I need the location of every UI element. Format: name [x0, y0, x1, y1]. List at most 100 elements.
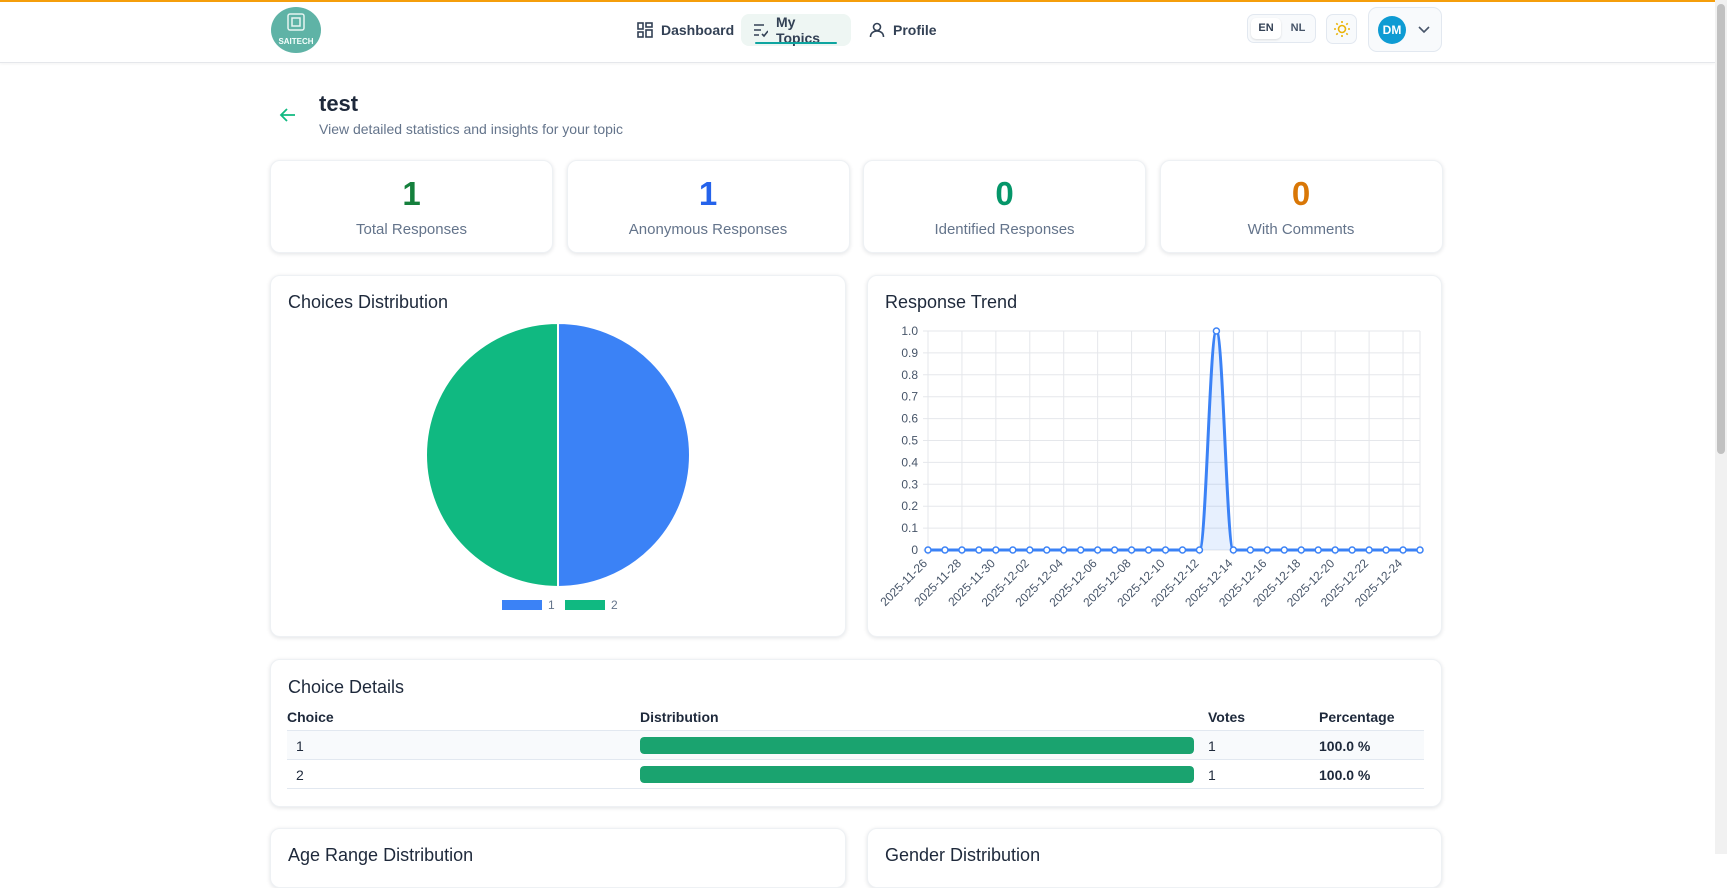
icon — [869, 22, 885, 38]
data-point — [1229, 546, 1238, 554]
data-point — [958, 546, 966, 554]
user-menu[interactable]: DM — [1368, 7, 1442, 52]
nav-link[interactable]: Profile — [857, 14, 949, 46]
data-point — [1110, 546, 1119, 554]
stat-card: 1 Total Responses — [270, 160, 553, 253]
scrollbar — [1715, 0, 1727, 854]
y-tick-label: 0.3 — [901, 477, 918, 491]
cell-votes: 1 — [1208, 738, 1216, 754]
stat-label: Identified Responses — [934, 221, 1075, 238]
sun-icon — [1334, 21, 1350, 37]
legend-swatch — [502, 600, 542, 610]
stat-value: 1 — [402, 175, 421, 212]
stat-card: 1 Anonymous Responses — [566, 160, 850, 253]
nav-link-active[interactable]: My Topics — [741, 14, 851, 46]
theme-toggle[interactable] — [1326, 14, 1357, 44]
stat-label: Total Responses — [356, 221, 467, 238]
distribution-bar — [640, 766, 1194, 783]
table-rule — [287, 730, 1424, 731]
chart-title: Choices Distribution — [288, 292, 449, 312]
language-option[interactable]: NL — [1290, 22, 1306, 34]
stat-value: 1 — [698, 175, 718, 212]
legend-label: 1 — [548, 598, 555, 612]
stat-value: 0 — [1291, 175, 1311, 212]
data-point — [1314, 546, 1322, 554]
back-button[interactable] — [279, 106, 297, 124]
section-title: Gender Distribution — [885, 845, 1041, 865]
page-title: test — [319, 91, 359, 116]
y-tick-label: 0 — [911, 543, 918, 557]
bar-track — [640, 766, 1194, 783]
data-point — [1348, 546, 1356, 554]
data-point — [1093, 546, 1102, 554]
bar-track — [640, 737, 1194, 754]
data-point — [1246, 546, 1255, 554]
scrollbar-thumb[interactable] — [1717, 4, 1725, 454]
y-tick-label: 0.9 — [901, 346, 918, 360]
data-point — [992, 546, 1000, 554]
data-point — [1416, 546, 1424, 554]
table-header: Distribution — [640, 709, 719, 725]
stat-label: Anonymous Responses — [628, 221, 788, 238]
data-point — [1280, 546, 1289, 554]
data-point — [1212, 327, 1221, 335]
chart-title: Response Trend — [885, 292, 1018, 312]
data-point — [1263, 546, 1272, 554]
avatar: DM — [1378, 16, 1406, 44]
data-point — [1144, 546, 1153, 554]
data-point — [1365, 546, 1373, 554]
data-point — [941, 546, 949, 554]
data-point — [975, 546, 983, 554]
brand-text: SAITECH — [278, 37, 313, 46]
page-subtitle: View detailed statistics and insights fo… — [319, 121, 624, 137]
data-point — [1161, 546, 1170, 554]
nav-link[interactable]: Dashboard — [625, 14, 746, 46]
data-point — [1399, 546, 1407, 554]
y-tick-label: 0.5 — [901, 434, 918, 448]
table-title: Choice Details — [288, 677, 405, 697]
y-tick-label: 0.4 — [901, 455, 918, 469]
table-header: Votes — [1208, 709, 1246, 725]
data-point — [1195, 546, 1204, 554]
line-card: Response Trend 0 0.1 0.2 0.3 0.4 0.5 0.6 0.7 0.8… — [867, 275, 1442, 637]
y-tick-label: 0.2 — [901, 499, 918, 513]
icon — [754, 24, 768, 38]
stat-card: 0 With Comments — [1159, 160, 1443, 253]
cell-percentage: 100.0 % — [1319, 738, 1371, 754]
cell-percentage: 100.0 % — [1319, 767, 1371, 783]
section-card: Age Range Distribution — [270, 828, 846, 888]
data-point — [1059, 546, 1068, 554]
data-point — [1009, 546, 1017, 554]
pie-slice — [425, 321, 559, 589]
data-point — [1297, 546, 1305, 554]
legend-label: 2 — [611, 598, 618, 612]
data-point — [924, 546, 932, 554]
stat-card: 0 Identified Responses — [863, 160, 1146, 253]
cell-choice: 1 — [296, 738, 304, 754]
pie-slice — [557, 321, 691, 589]
y-tick-label: 1.0 — [901, 324, 918, 338]
cell-choice: 2 — [296, 767, 304, 783]
language-switch: EN NL — [1247, 14, 1316, 43]
data-point — [1026, 546, 1034, 554]
table-header: Percentage — [1319, 709, 1395, 725]
nav-link-text: Profile — [893, 22, 937, 38]
data-point — [1127, 546, 1136, 554]
data-point — [1076, 546, 1085, 554]
logo[interactable]: SAITECH — [270, 5, 322, 55]
data-point — [1178, 546, 1187, 554]
y-tick-label: 0.6 — [901, 412, 918, 426]
y-tick-label: 0.7 — [901, 390, 918, 404]
section-card: Gender Distribution — [867, 828, 1442, 888]
icon — [637, 22, 653, 38]
legend-swatch — [565, 600, 605, 610]
section-title: Age Range Distribution — [288, 845, 474, 865]
stat-value: 0 — [995, 175, 1014, 212]
navbar: SAITECH Dashboard My Topics Profile EN N… — [0, 0, 1715, 63]
line-chart: 00.10.20.30.40.50.60.70.80.91.02025-11-2… — [877, 324, 1424, 610]
pie-card: Choices Distribution 1 2 — [270, 275, 846, 637]
language-option[interactable]: EN — [1251, 18, 1281, 39]
table-header: Choice — [287, 709, 334, 725]
distribution-bar — [640, 737, 1194, 754]
